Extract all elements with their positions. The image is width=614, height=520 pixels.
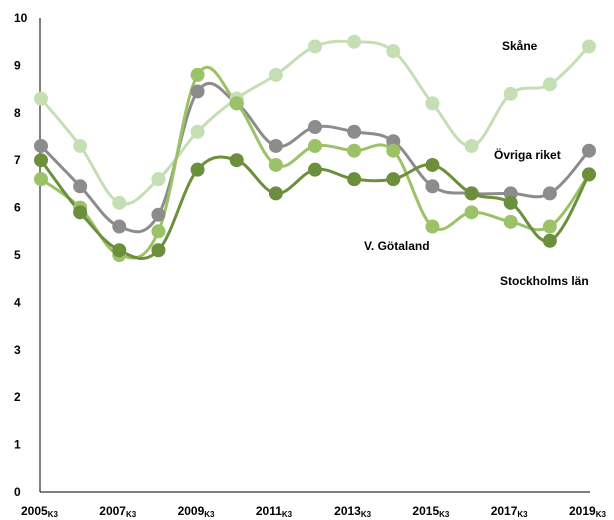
x-tick-label: 2017K3 [491,504,528,519]
data-point [268,67,283,82]
data-point [190,67,205,82]
x-tick-label: 2009K3 [178,504,215,519]
data-point [229,96,244,111]
data-point [268,157,283,172]
y-tick-label: 10 [14,11,28,25]
data-point [464,205,479,220]
data-point [308,120,322,135]
data-point [582,143,596,158]
data-point [386,172,401,187]
data-point [34,153,48,168]
data-point [464,186,479,201]
data-point [308,162,322,177]
y-tick-label: 0 [14,485,21,499]
data-point [151,172,166,187]
data-point [112,195,127,210]
data-point [112,219,127,234]
data-point [542,233,557,248]
data-point [425,179,440,194]
data-point [190,162,205,177]
data-point [347,34,362,49]
y-tick-label: 6 [14,201,21,215]
data-point [34,91,48,106]
x-tick-label: 2019K3 [569,504,606,519]
data-point [73,138,88,153]
data-point [268,138,283,153]
data-point [425,219,440,234]
data-point [308,138,322,153]
data-point [386,143,401,158]
data-point [112,243,127,258]
data-point [34,138,48,153]
x-tick-label: 2007K3 [99,504,136,519]
x-tick-label: 2011K3 [256,504,293,519]
data-point [542,219,557,234]
data-point [190,124,205,139]
data-point [151,207,166,222]
data-point [503,195,518,210]
data-point [582,39,596,54]
data-point [151,224,166,239]
y-tick-label: 3 [14,343,21,357]
series-labels: Skåne Övriga riket V. Götaland Stockholm… [364,39,589,288]
y-axis-ticks: 0 1 2 3 4 5 6 7 8 9 10 [14,11,28,499]
x-tick-label: 2013K3 [334,504,371,519]
series-label-ovriga-riket: Övriga riket [494,147,561,162]
data-point [582,167,596,182]
data-point [347,124,362,139]
data-point [425,96,440,111]
x-tick-label: 2005K3 [21,504,58,519]
data-point [347,143,362,158]
y-tick-label: 1 [14,438,21,452]
data-point [73,179,88,194]
y-tick-label: 2 [14,390,21,404]
y-tick-label: 8 [14,106,21,120]
y-tick-label: 7 [14,153,21,167]
data-point [542,77,557,92]
x-tick-label: 2015K3 [412,504,449,519]
data-point [73,205,88,220]
y-tick-label: 4 [14,295,21,309]
data-point [347,172,362,187]
data-point [464,138,479,153]
data-point [503,214,518,229]
data-point [542,186,557,201]
series-line-1 [39,81,591,234]
y-tick-label: 5 [14,248,21,262]
data-point [425,157,440,172]
data-point [503,86,518,101]
x-axis-ticks: 2005K3 2007K3 2009K3 2011K3 2013K3 2015K3 2017… [21,504,606,519]
data-point [151,243,166,258]
series-label-stockholms-lan: Stockholms län [500,274,589,288]
data-point [34,172,48,187]
data-point [229,153,244,168]
data-point [308,39,322,54]
data-point [190,84,205,99]
series-points [34,34,596,262]
data-point [268,186,283,201]
series-label-skane: Skåne [502,39,538,53]
data-point [386,44,401,59]
y-tick-label: 9 [14,58,21,72]
series-label-v-gotaland: V. Götaland [364,239,430,253]
